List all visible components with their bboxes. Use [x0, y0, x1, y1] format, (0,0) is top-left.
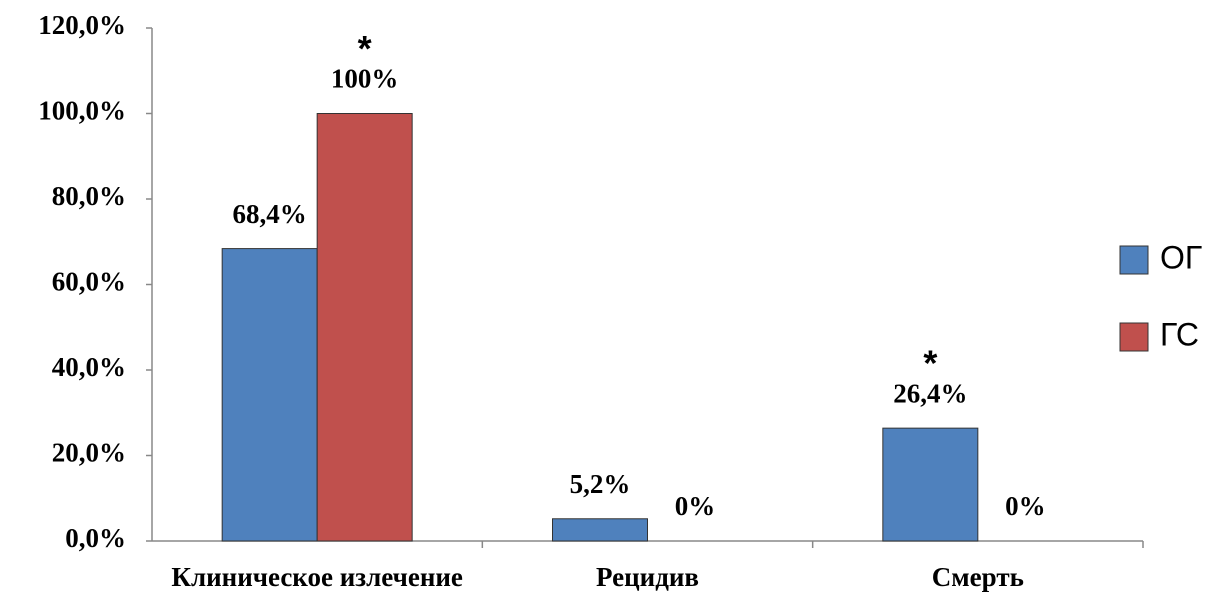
bar — [316, 113, 413, 542]
y-tick-label: 80,0% — [52, 181, 126, 211]
y-tick-label: 60,0% — [52, 267, 126, 297]
value-label: 100% — [331, 64, 399, 94]
legend-swatch — [1119, 245, 1149, 275]
value-label: 0% — [1005, 491, 1046, 521]
bar — [221, 248, 318, 542]
annotation: * — [358, 28, 372, 69]
value-label: 68,4% — [233, 199, 307, 229]
annotation: * — [923, 343, 937, 384]
y-tick-label: 40,0% — [52, 352, 126, 382]
y-tick-label: 120,0% — [38, 10, 126, 40]
bar — [552, 518, 648, 542]
x-tick-label: Клиническое излечение — [171, 562, 463, 592]
y-tick-label: 100,0% — [38, 96, 126, 126]
x-tick-label: Рецидив — [596, 562, 699, 592]
legend-label: ГС — [1160, 316, 1199, 352]
bar — [882, 427, 979, 542]
x-tick-label: Смерть — [932, 562, 1024, 592]
y-tick-label: 0,0% — [65, 523, 126, 553]
value-label: 26,4% — [893, 378, 967, 408]
legend-label: ОГ — [1160, 239, 1202, 275]
y-tick-label: 20,0% — [52, 438, 126, 468]
legend-swatch — [1119, 322, 1149, 352]
value-label: 0% — [675, 491, 716, 521]
value-label: 5,2% — [570, 469, 631, 499]
